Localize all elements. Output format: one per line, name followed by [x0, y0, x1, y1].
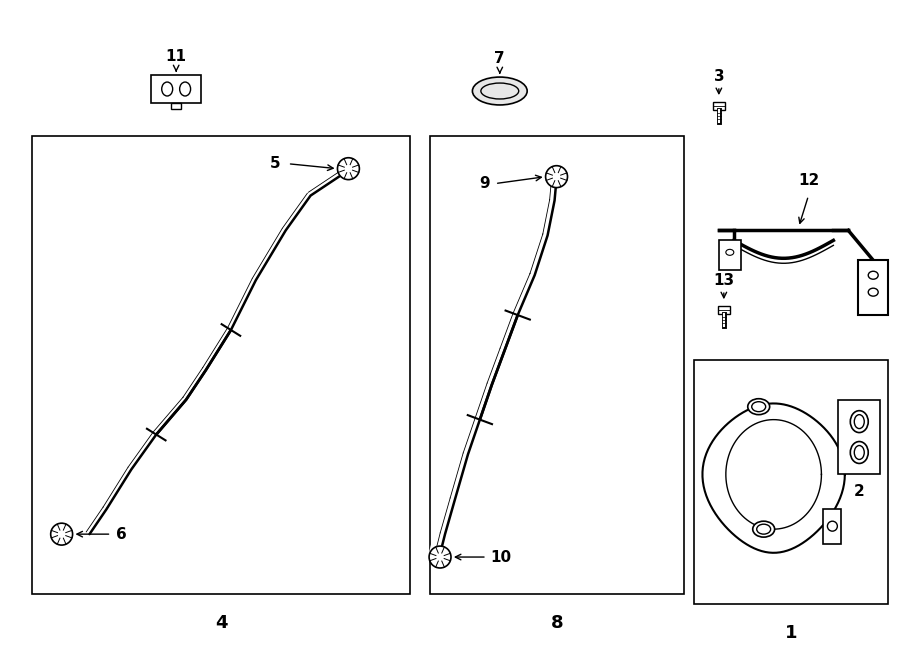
Bar — [719, 241, 741, 270]
Bar — [839, 400, 880, 475]
Circle shape — [429, 546, 451, 568]
Text: 10: 10 — [490, 549, 511, 564]
Ellipse shape — [180, 82, 191, 96]
Text: 11: 11 — [166, 49, 186, 64]
Bar — [32, 136, 410, 594]
Ellipse shape — [868, 271, 878, 279]
Ellipse shape — [748, 399, 770, 414]
Text: 9: 9 — [479, 176, 490, 191]
Ellipse shape — [472, 77, 527, 105]
Ellipse shape — [854, 414, 864, 428]
Bar — [713, 102, 725, 110]
Ellipse shape — [725, 249, 734, 255]
Text: 3: 3 — [714, 69, 724, 84]
Text: 5: 5 — [270, 156, 281, 171]
Circle shape — [827, 521, 837, 531]
Ellipse shape — [162, 82, 173, 96]
Ellipse shape — [757, 524, 770, 534]
Bar — [859, 260, 888, 315]
Ellipse shape — [854, 446, 864, 459]
Circle shape — [338, 158, 359, 180]
Ellipse shape — [752, 402, 766, 412]
Circle shape — [545, 166, 568, 188]
Text: 4: 4 — [215, 614, 227, 632]
Text: 2: 2 — [854, 485, 865, 499]
Ellipse shape — [481, 83, 518, 99]
Bar — [694, 360, 888, 604]
Polygon shape — [703, 403, 845, 553]
Text: 12: 12 — [798, 173, 819, 188]
Text: 13: 13 — [714, 273, 734, 288]
Ellipse shape — [850, 442, 868, 463]
Text: 7: 7 — [494, 51, 505, 66]
Ellipse shape — [868, 288, 878, 296]
Bar — [151, 75, 201, 103]
Ellipse shape — [850, 410, 868, 432]
Circle shape — [50, 524, 73, 545]
Bar — [430, 136, 684, 594]
Text: 6: 6 — [116, 527, 127, 541]
Text: 1: 1 — [785, 624, 797, 642]
Bar — [824, 509, 842, 544]
Bar — [718, 306, 730, 314]
Text: 8: 8 — [551, 614, 563, 632]
Bar — [171, 103, 181, 109]
Ellipse shape — [752, 521, 775, 537]
